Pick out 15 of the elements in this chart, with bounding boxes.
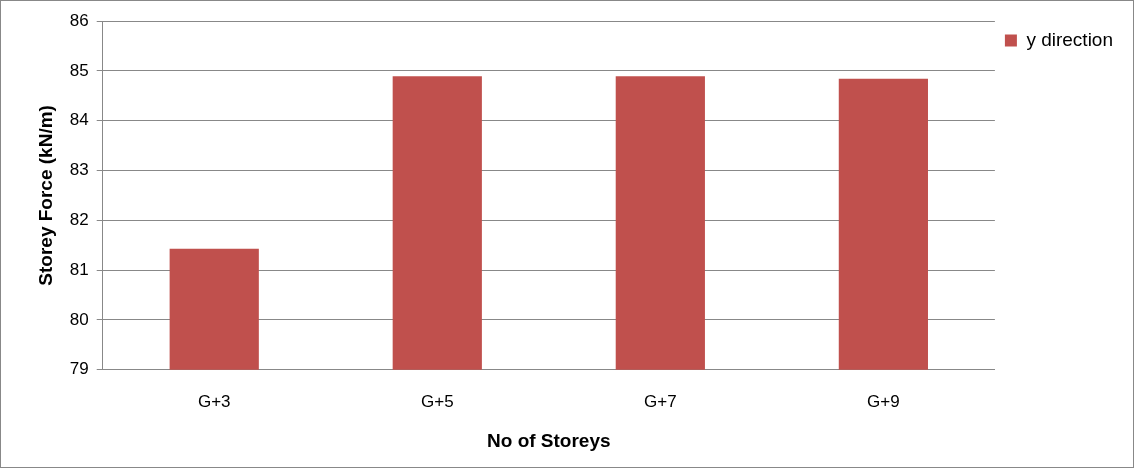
x-tick-label: G+9	[867, 391, 900, 411]
x-tick-label: G+7	[644, 391, 677, 411]
y-axis-title: Storey Force (kN/m)	[34, 105, 56, 286]
y-tick-label: 82	[69, 210, 89, 229]
y-tick-label: 81	[69, 259, 89, 279]
x-tick-label: G+5	[420, 391, 454, 411]
x-axis-title: No of Storeys	[487, 429, 611, 451]
y-tick-label: 86	[69, 10, 89, 30]
y-tick-label: 83	[69, 160, 89, 180]
y-tick-label: 85	[69, 60, 89, 80]
y-tick-label: 84	[69, 110, 89, 130]
y-tick-label: 80	[69, 309, 89, 329]
legend-label: y direction	[1026, 28, 1114, 50]
y-tick-label: 79	[69, 359, 89, 379]
x-tick-label: G+3	[197, 391, 231, 411]
